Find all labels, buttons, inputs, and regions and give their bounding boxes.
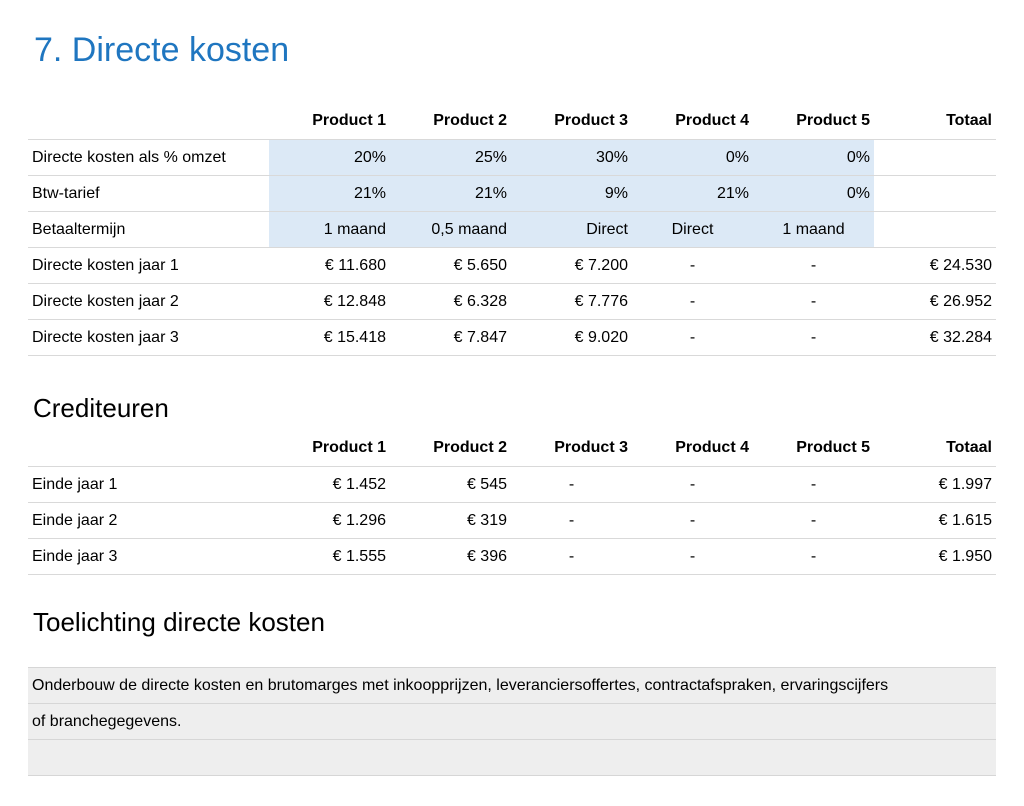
input-cell[interactable]: 0% — [753, 139, 874, 176]
value-cell: - — [753, 466, 874, 503]
row-label: Einde jaar 1 — [28, 466, 269, 503]
total-cell — [874, 175, 996, 212]
value-cell: - — [753, 538, 874, 575]
column-header: Product 1 — [269, 430, 390, 467]
value-cell: € 9.020 — [511, 319, 632, 356]
value-cell: - — [511, 502, 632, 539]
input-cell[interactable]: 21% — [390, 175, 511, 212]
column-header: Product 3 — [511, 430, 632, 467]
value-cell: € 7.776 — [511, 283, 632, 320]
table-row: Einde jaar 3 € 1.555 € 396 - - - € 1.950 — [28, 538, 996, 575]
input-cell[interactable]: 9% — [511, 175, 632, 212]
value-cell: € 5.650 — [390, 247, 511, 284]
table-row: Btw-tarief 21% 21% 9% 21% 0% — [28, 175, 996, 212]
table-header-row: Product 1 Product 2 Product 3 Product 4 … — [28, 430, 996, 467]
table-header-row: Product 1 Product 2 Product 3 Product 4 … — [28, 103, 996, 140]
value-cell: - — [632, 538, 753, 575]
value-cell: € 12.848 — [269, 283, 390, 320]
input-cell[interactable]: 1 maand — [269, 211, 390, 248]
column-header — [28, 103, 269, 140]
total-cell: € 1.997 — [874, 466, 996, 503]
table-row: Betaaltermijn 1 maand 0,5 maand Direct D… — [28, 211, 996, 248]
total-cell: € 24.530 — [874, 247, 996, 284]
row-label: Einde jaar 3 — [28, 538, 269, 575]
total-cell: € 1.950 — [874, 538, 996, 575]
column-header: Product 4 — [632, 430, 753, 467]
column-header: Product 4 — [632, 103, 753, 140]
input-cell[interactable]: 25% — [390, 139, 511, 176]
input-cell[interactable]: 1 maand — [753, 211, 874, 248]
table-row: Directe kosten jaar 2 € 12.848 € 6.328 €… — [28, 283, 996, 320]
table-row: Directe kosten jaar 3 € 15.418 € 7.847 €… — [28, 319, 996, 356]
creditors-table: Product 1 Product 2 Product 3 Product 4 … — [28, 430, 996, 575]
total-cell: € 26.952 — [874, 283, 996, 320]
value-cell: - — [753, 247, 874, 284]
column-header: Totaal — [874, 430, 996, 467]
column-header: Product 5 — [753, 103, 874, 140]
column-header: Product 2 — [390, 430, 511, 467]
table-row: Einde jaar 2 € 1.296 € 319 - - - € 1.615 — [28, 502, 996, 539]
row-label: Directe kosten jaar 2 — [28, 283, 269, 320]
input-cell[interactable]: 0% — [753, 175, 874, 212]
column-header — [28, 430, 269, 467]
total-cell — [874, 211, 996, 248]
row-label: Einde jaar 2 — [28, 502, 269, 539]
value-cell: € 319 — [390, 502, 511, 539]
row-label: Btw-tarief — [28, 175, 269, 212]
row-label: Betaaltermijn — [28, 211, 269, 248]
value-cell: € 15.418 — [269, 319, 390, 356]
input-cell[interactable]: 21% — [269, 175, 390, 212]
total-cell: € 32.284 — [874, 319, 996, 356]
input-cell[interactable]: 20% — [269, 139, 390, 176]
value-cell: - — [511, 466, 632, 503]
table-row: Einde jaar 1 € 1.452 € 545 - - - € 1.997 — [28, 466, 996, 503]
input-cell[interactable]: Direct — [511, 211, 632, 248]
table-row: Directe kosten als % omzet 20% 25% 30% 0… — [28, 139, 996, 176]
section-title-creditors: Crediteuren — [33, 393, 169, 423]
value-cell: - — [632, 466, 753, 503]
value-cell: - — [753, 319, 874, 356]
value-cell: € 396 — [390, 538, 511, 575]
explanation-line — [28, 739, 996, 776]
explanation-textarea[interactable]: Onderbouw de directe kosten en brutomarg… — [28, 667, 996, 776]
section-title-explanation: Toelichting directe kosten — [33, 607, 325, 637]
value-cell: € 7.847 — [390, 319, 511, 356]
explanation-line: of branchegegevens. — [28, 703, 996, 739]
value-cell: - — [753, 283, 874, 320]
value-cell: - — [753, 502, 874, 539]
value-cell: € 1.555 — [269, 538, 390, 575]
total-cell: € 1.615 — [874, 502, 996, 539]
value-cell: € 545 — [390, 466, 511, 503]
value-cell: € 1.452 — [269, 466, 390, 503]
value-cell: € 1.296 — [269, 502, 390, 539]
direct-costs-table: Product 1 Product 2 Product 3 Product 4 … — [28, 103, 996, 356]
input-cell[interactable]: 0,5 maand — [390, 211, 511, 248]
value-cell: - — [632, 283, 753, 320]
value-cell: € 7.200 — [511, 247, 632, 284]
value-cell: - — [632, 247, 753, 284]
input-cell[interactable]: 30% — [511, 139, 632, 176]
value-cell: - — [632, 319, 753, 356]
input-cell[interactable]: Direct — [632, 211, 753, 248]
explanation-line: Onderbouw de directe kosten en brutomarg… — [28, 667, 996, 703]
value-cell: - — [632, 502, 753, 539]
row-label: Directe kosten jaar 1 — [28, 247, 269, 284]
total-cell — [874, 139, 996, 176]
value-cell: € 6.328 — [390, 283, 511, 320]
row-label: Directe kosten als % omzet — [28, 139, 269, 176]
value-cell: € 11.680 — [269, 247, 390, 284]
page-title: 7. Directe kosten — [34, 31, 290, 69]
table-row: Directe kosten jaar 1 € 11.680 € 5.650 €… — [28, 247, 996, 284]
column-header: Product 1 — [269, 103, 390, 140]
row-label: Directe kosten jaar 3 — [28, 319, 269, 356]
input-cell[interactable]: 0% — [632, 139, 753, 176]
column-header: Product 3 — [511, 103, 632, 140]
value-cell: - — [511, 538, 632, 575]
column-header: Product 5 — [753, 430, 874, 467]
column-header: Product 2 — [390, 103, 511, 140]
column-header: Totaal — [874, 103, 996, 140]
input-cell[interactable]: 21% — [632, 175, 753, 212]
